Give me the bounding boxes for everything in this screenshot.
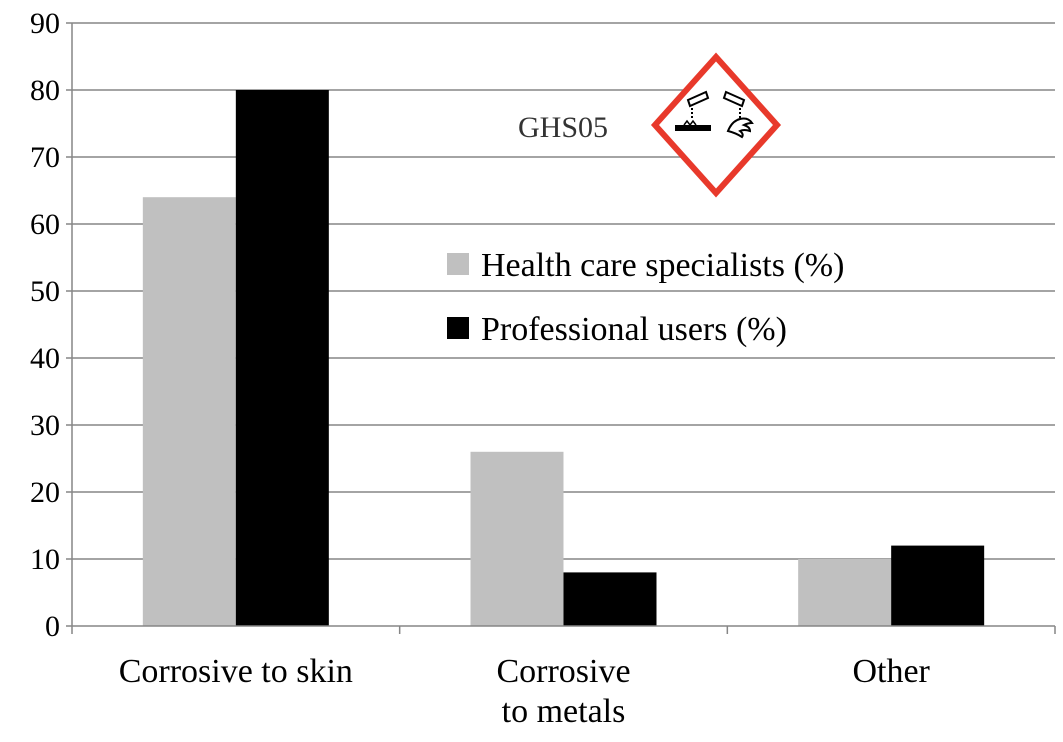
- bars: [142, 90, 985, 626]
- y-tick-label: 60: [30, 208, 60, 241]
- y-tick-label: 10: [30, 543, 60, 576]
- corrosion-pictogram-icon: [650, 52, 782, 198]
- y-tick-label: 70: [30, 141, 60, 174]
- pictogram-label: GHS05: [518, 111, 608, 144]
- y-tick-label: 90: [30, 7, 60, 40]
- bar-professional: [235, 90, 329, 626]
- x-category-label: to metals: [502, 693, 626, 730]
- bar-health-care: [798, 559, 892, 626]
- y-tick-label: 20: [30, 476, 60, 509]
- legend-label-health-care: Health care specialists (%): [481, 247, 844, 284]
- ghs-pictogram: GHS05: [518, 52, 782, 198]
- legend-label-professional: Professional users (%): [481, 311, 787, 348]
- y-tick-label: 40: [30, 342, 60, 375]
- x-category-label: Corrosive to skin: [119, 653, 353, 690]
- legend-swatch-health-care: [447, 253, 469, 275]
- bar-professional: [891, 545, 985, 626]
- x-category-label: Other: [852, 653, 930, 690]
- legend-item-health-care: Health care specialists (%): [447, 247, 844, 284]
- y-tick-label: 0: [45, 610, 60, 643]
- x-category-label: Corrosive: [496, 653, 630, 690]
- y-tick-label: 50: [30, 275, 60, 308]
- bar-health-care: [142, 197, 236, 626]
- y-tick-label: 30: [30, 409, 60, 442]
- y-axis: 0 10 20 30 40 50 60 70 80 90: [30, 7, 73, 643]
- bar-professional: [563, 572, 657, 626]
- legend-item-professional: Professional users (%): [447, 311, 787, 348]
- bar-health-care: [470, 451, 564, 626]
- legend-swatch-professional: [447, 317, 469, 339]
- y-tick-label: 80: [30, 74, 60, 107]
- legend: Health care specialists (%) Professional…: [447, 247, 844, 348]
